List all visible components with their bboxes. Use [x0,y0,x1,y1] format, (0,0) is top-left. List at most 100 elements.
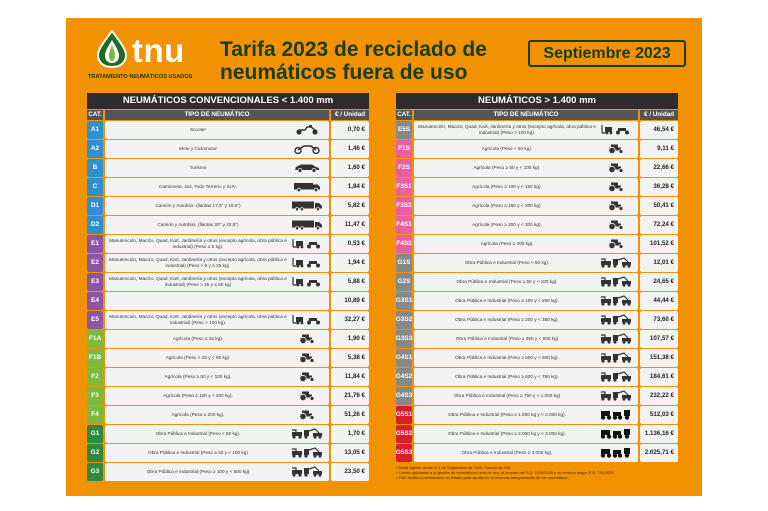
tyre-type-label: Turismo [189,165,207,171]
heavy-machinery-icon [600,447,632,458]
tyre-type-label: Obra Pública e Industrial (Peso < 50 kg)… [464,260,550,266]
category-badge: E1 [87,234,103,253]
tyre-type-label: Scooter [189,127,207,133]
tyre-type-label: Manutención, Macizo, Quad, Kart, Jardine… [418,124,596,135]
page-title: Tarifa 2023 de reciclado de neumáticos f… [220,38,487,84]
price-cell: 1,60 € [331,158,369,177]
tyre-type-label: Obra Pública e Industrial (Peso ≥ 350 y … [455,336,559,342]
tyre-type-cell: Obra Pública e Industrial (Peso ≥ 3.000 … [414,443,638,462]
category-badge: F4S1 [396,215,412,234]
table-row: F3S1 Agrícola (Peso ≥ 100 y < 150 kg). 36,… [396,177,678,196]
price-cell: 13,05 € [331,443,369,462]
price-cell: 50,41 € [640,196,678,215]
table-row: D2 Camión y Autobús. (llantas 20" y 22,5"… [87,215,369,234]
tractor-icon [291,390,323,402]
price-cell: 46,54 € [640,121,678,139]
category-badge: G3S1 [396,291,412,310]
price-cell: 184,61 € [640,367,678,386]
tractor-icon [291,371,323,383]
forklift-quad-icon [291,257,323,268]
empty-icon-slot [291,295,323,306]
table-row: F3S2 Agrícola (Peso ≥ 150 y < 200 kg). 50,… [396,196,678,215]
tyre-type-cell: Obra Pública e Industrial (Peso ≥ 200 y … [414,310,638,329]
table-row: G3S1 Obra Pública e Industrial (Peso ≥ 10… [396,291,678,310]
tyre-type-label: Obra Pública e Industrial (Peso < 50 kg)… [155,430,241,436]
tyre-type-label: Obra Pública e Industrial (Peso ≥ 500 y … [455,355,559,360]
tyre-type-label: Obra Pública e Industrial (Peso ≥ 600 y … [455,373,559,379]
tyre-type-label: Agrícola (Peso ≥ 200 kg). [171,411,225,417]
table-row: F3 Agrícola (Peso ≥ 100 y < 200 kg). 21,76… [87,386,369,405]
col-cat-header: CAT. [87,110,103,120]
category-badge: D2 [87,215,103,234]
tyre-type-label: Agrícola (Peso > 25 y < 50 kg). [165,355,231,360]
tyre-type-label: Obra Pública e Industrial (Peso ≥ 1.000 … [448,411,566,417]
construction-icon [291,447,323,458]
tyre-type-cell: Obra Pública e Industrial (Peso ≥ 100 y … [414,291,638,310]
tyre-type-cell: Agrícola (Peso ≥ 300 kg). [414,234,638,253]
logo-subtitle: TRATAMIENTO NEUMÁTICOS USADOS [88,74,193,80]
tyre-type-label: Manutención, Macizo, Quad, Kart, Jardine… [109,314,287,325]
tyre-type-cell: Agrícola (Peso ≥ 50 y < 100 kg). [105,367,329,386]
price-cell: 21,76 € [331,386,369,405]
price-cell: 9,11 € [640,139,678,158]
table-row: F4 Agrícola (Peso ≥ 200 kg). 51,26 € [87,405,369,424]
price-cell: 151,38 € [640,348,678,367]
table-row: F4S1 Agrícola (Peso ≥ 200 y < 300 kg). 72,… [396,215,678,234]
tyre-type-cell: Agrícola (Peso ≥ 200 y < 300 kg). [414,215,638,234]
price-cell: 5,88 € [331,272,369,291]
table-row: E5S Manutención, Macizo, Quad, Kart, Jard… [396,121,678,139]
table-row: F1A Agrícola (Peso ≤ 25 kg). 1,90 € [87,329,369,348]
category-badge: E3 [87,272,103,291]
table-row: E5 Manutención, Macizo, Quad, Kart, Jardi… [87,310,369,329]
col-price-header: € / Unidad [331,110,369,120]
tyre-type-cell: Obra Pública e Industrial (Peso ≥ 350 y … [414,329,638,348]
tyre-type-label: Obra Pública e Industrial (Peso ≥ 2.000 … [448,430,566,436]
table-row: F2S Agrícola (Peso ≥ 50 y < 100 kg). 22,66… [396,158,678,177]
table-title: NEUMÁTICOS > 1.400 mm [396,93,678,109]
tyre-type-label: Obra Pública e Industrial (Peso ≥ 50 y <… [148,449,248,455]
table-row: G3S2 Obra Pública e Industrial (Peso ≥ 20… [396,310,678,329]
tyre-type-cell: Obra Pública e Industrial (Peso < 50 kg)… [105,424,329,443]
table-body: E5S Manutención, Macizo, Quad, Kart, Jard… [396,121,678,462]
tyre-type-label: Obra Pública e Industrial (Peso ≥ 100 y … [455,298,559,304]
table-row: G2S Obra Pública e Industrial (Peso ≥ 50 … [396,272,678,291]
table-row: G2 Obra Pública e Industrial (Peso ≥ 50 y… [87,443,369,462]
table-header: CAT. TIPO DE NEUMÁTICO € / Unidad [396,110,678,120]
tractor-icon [291,352,323,364]
price-cell: 72,24 € [640,215,678,234]
category-badge: G4S3 [396,386,412,405]
price-cell: 512,03 € [640,405,678,424]
category-badge: F3 [87,386,103,405]
table-row: G4S1 Obra Pública e Industrial (Peso ≥ 50… [396,348,678,367]
table-row: E1 Manutención, Macizo, Quad, Kart, Jardi… [87,234,369,253]
col-price-header: € / Unidad [640,110,678,120]
conventional-tyres-table: NEUMÁTICOS CONVENCIONALES < 1.400 mm CAT… [87,93,369,482]
tyre-type-cell: Agrícola (Peso ≥ 200 kg). [105,405,329,424]
category-badge: F1S [396,139,412,158]
price-cell: 51,26 € [331,405,369,424]
construction-icon [600,352,632,363]
price-cell: 32,27 € [331,310,369,329]
table-row: G1S Obra Pública e Industrial (Peso < 50 … [396,253,678,272]
tyre-type-cell: Agrícola (Peso < 50 kg). [414,139,638,158]
category-badge: F2 [87,367,103,386]
price-cell: 12,01 € [640,253,678,272]
tyre-type-label: Manutención, Macizo, Quad, Kart, Jardine… [109,276,287,287]
table-header: CAT. TIPO DE NEUMÁTICO € / Unidad [87,110,369,120]
van-icon [291,181,323,193]
price-cell: 24,65 € [640,272,678,291]
tyre-type-cell: Camión y Autobús. (llantas 17,5" y 19,5"… [105,196,329,215]
forklift-quad-icon [291,276,323,287]
tyre-type-label: Moto y Ciclomotor [179,146,217,152]
tractor-icon [600,162,632,174]
tyre-type-label: Agrícola (Peso ≥ 50 y < 100 kg). [473,165,541,171]
category-badge: G4S1 [396,348,412,367]
footnote: • TNU facilita a continuación un listado… [396,475,569,480]
price-cell: 44,44 € [640,291,678,310]
category-badge: G2S [396,272,412,291]
tractor-icon [600,181,632,193]
price-cell: 1,70 € [331,424,369,443]
table-row: F2 Agrícola (Peso ≥ 50 y < 100 kg). 11,84 … [87,367,369,386]
category-badge: F1A [87,329,103,348]
price-cell: 23,50 € [331,462,369,481]
